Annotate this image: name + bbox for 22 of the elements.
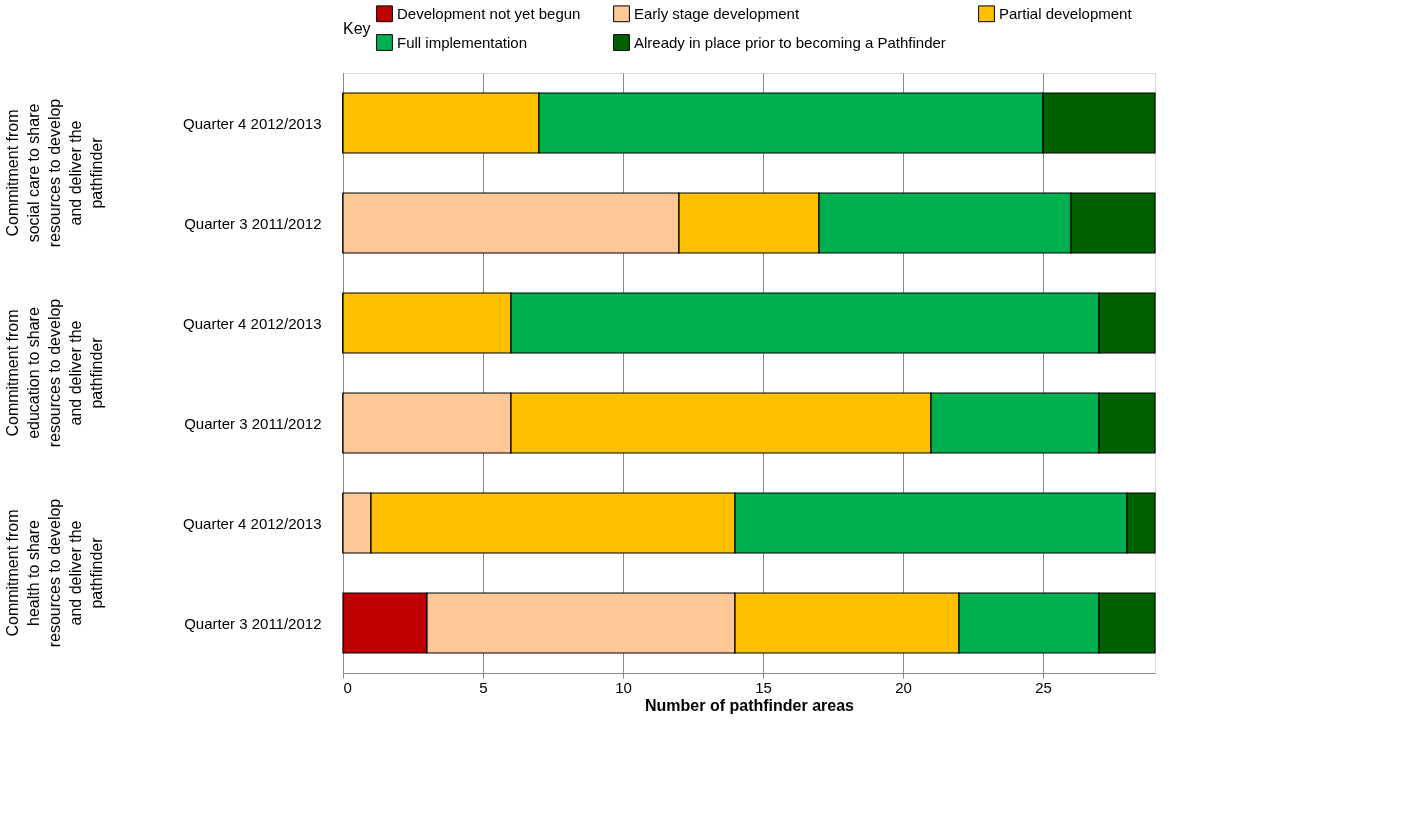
legend-title: Key	[343, 20, 371, 37]
text: Commitment from social care to share resources to develop and deliver the pathfinder	[4, 98, 105, 248]
y-tick-label: Quarter 3 2011/2012	[184, 614, 322, 632]
y-tick-label: Quarter 3 2011/2012	[184, 414, 322, 432]
legend-label: Full implementation	[397, 33, 528, 51]
y-tick-label: Quarter 3 2011/2012	[184, 214, 322, 232]
x-tick-label: 25	[1035, 678, 1052, 696]
text: Commitment from health to share resources to develop and deliver the pathfinder	[4, 498, 105, 648]
x-tick-label: 0	[343, 678, 352, 696]
text: Commitment from education to share resources to develop and deliver the pathfinder	[4, 298, 105, 448]
legend-label: Partial development	[999, 4, 1133, 22]
x-tick-label: 15	[755, 678, 772, 696]
y-tick-label: Quarter 4 2012/2013	[183, 314, 322, 332]
legend-label: Development not yet begun	[397, 4, 581, 22]
x-tick-label: 5	[479, 678, 488, 696]
x-tick-label: 20	[895, 678, 912, 696]
x-axis-title: Number of pathfinder areas	[645, 696, 855, 714]
y-tick-label: Quarter 4 2012/2013	[183, 114, 322, 132]
legend-label: Early stage development	[634, 4, 800, 22]
legend-label: Already in place prior to becoming a Pathfinder	[634, 33, 946, 51]
x-tick-label: 10	[615, 678, 632, 696]
y-tick-label: Quarter 4 2012/2013	[183, 514, 322, 532]
